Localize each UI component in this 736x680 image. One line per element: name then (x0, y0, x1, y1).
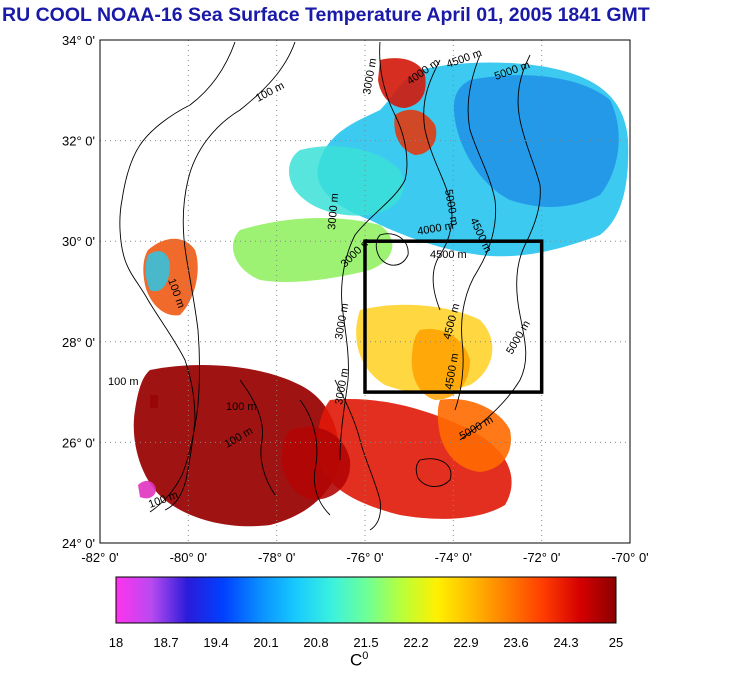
colorbar-tick-label: 22.9 (453, 635, 478, 650)
contour-label: 3000 m (326, 193, 341, 231)
longitude-labels: -82° 0' -80° 0' -78° 0' -76° 0' -74° 0' -72° … (81, 550, 648, 565)
contour-label: 5000 m (504, 319, 533, 357)
lon-label: -72° 0' (523, 550, 560, 565)
lat-label: 28° 0' (62, 335, 95, 350)
contour-label: 3000 m (333, 302, 351, 340)
contour-label: 100 m (226, 401, 257, 413)
contour-3000m (339, 41, 408, 461)
contour-label: 4500 m (430, 249, 467, 261)
sst-patch-coastal-west-inner (145, 251, 170, 292)
sst-patch-green-mid (232, 218, 393, 282)
colorbar: 18 18.7 19.4 20.1 20.8 21.5 22.2 22.9 23.6 24.3 25 (109, 576, 623, 650)
sst-patch-hot-south (133, 365, 340, 527)
lat-label: 30° 0' (62, 234, 95, 249)
contour-5000m (459, 54, 541, 441)
colorbar-unit-sup: 0 (362, 650, 369, 662)
map-title: RU COOL NOAA-16 Sea Surface Temperature … (2, 4, 650, 26)
lat-label: 34° 0' (62, 33, 95, 48)
bathymetry-contours (119, 41, 541, 531)
colorbar-tick-label: 18 (109, 635, 123, 650)
lat-label: 24° 0' (62, 536, 95, 551)
lon-label: -82° 0' (81, 550, 118, 565)
island-contour (375, 233, 409, 266)
colorbar-tick-label: 18.7 (153, 635, 178, 650)
coastline-north (119, 41, 236, 301)
lon-label: -70° 0' (611, 550, 648, 565)
colorbar-tick-label: 25 (609, 635, 623, 650)
sst-patch-orange-south (437, 399, 511, 472)
colorbar-tick-labels: 18 18.7 19.4 20.1 20.8 21.5 22.2 22.9 23.6 24.3 25 (109, 635, 623, 650)
latitude-labels: 34° 0' 32° 0' 30° 0' 28° 0' 26° 0' 24° 0' (62, 33, 95, 551)
colorbar-unit: C0 (350, 650, 368, 671)
colorbar-tick-label: 24.3 (553, 635, 578, 650)
lat-label: 32° 0' (62, 134, 95, 149)
lon-label: -80° 0' (170, 550, 207, 565)
coastline-florida (147, 299, 196, 511)
sst-patch-cyan-mid (288, 146, 404, 216)
lon-label: -78° 0' (258, 550, 295, 565)
island-contour-2 (415, 458, 452, 487)
colorbar-tick-label: 22.2 (403, 635, 428, 650)
sst-data-layer (133, 58, 629, 527)
colorbar-gradient (115, 576, 617, 624)
lat-label: 26° 0' (62, 435, 95, 450)
colorbar-tick-label: 20.8 (303, 635, 328, 650)
contour-4000m (423, 59, 453, 311)
lon-label: -74° 0' (435, 550, 472, 565)
colorbar-tick-label: 21.5 (353, 635, 378, 650)
sst-patch-small-dot (150, 395, 158, 408)
lon-label: -76° 0' (346, 550, 383, 565)
shelf-contour-100m (149, 41, 296, 513)
colorbar-tick-label: 20.1 (253, 635, 278, 650)
contour-label: 100 m (108, 376, 139, 388)
contour-label: 100 m (254, 80, 287, 105)
contour-4500m (454, 54, 497, 411)
bahamas-outline (334, 379, 381, 531)
bahamas-outline-3 (239, 379, 276, 496)
map-frame (99, 39, 631, 544)
contour-label: 3000 m (361, 57, 379, 95)
sst-patch-orange-central (411, 329, 470, 400)
bahamas-outline-2 (299, 399, 331, 516)
study-region-box (363, 239, 544, 394)
sst-patch-warm-north (378, 58, 426, 108)
sst-patch-blue-north (453, 75, 619, 207)
colorbar-unit-base: C (350, 650, 363, 670)
colorbar-tick-label: 19.4 (203, 635, 228, 650)
colorbar-tick-label: 23.6 (503, 635, 528, 650)
sst-patch-magenta-spot (138, 480, 156, 499)
